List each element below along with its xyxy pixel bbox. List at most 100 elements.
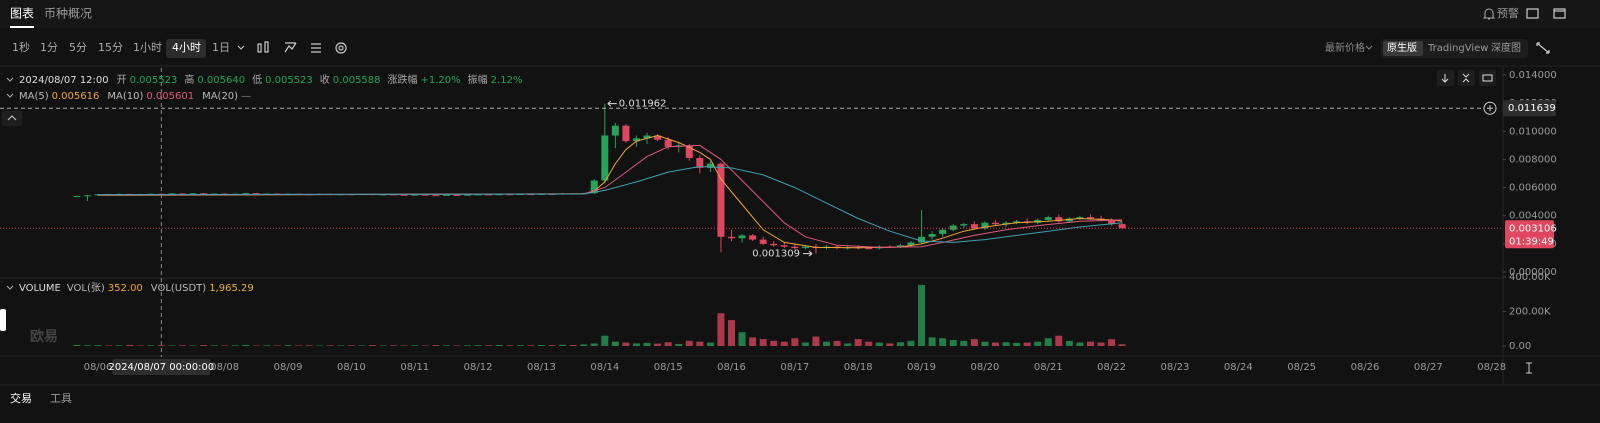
interval[interactable]: 5分 [69,41,87,54]
volume-collapse[interactable] [6,285,14,290]
interval[interactable]: 1秒 [12,40,30,54]
axis-cursor-icon[interactable] [1526,362,1532,374]
info-collapse[interactable] [6,77,14,82]
side-handle[interactable] [0,309,6,331]
fullscreen-icon[interactable] [1536,42,1550,54]
candle-body [749,235,757,240]
alert[interactable]: 预警 [1497,6,1519,20]
view-option[interactable]: TradingView [1427,43,1488,54]
min-label: 0.001309 [752,249,800,260]
chart-buttons [1437,70,1496,86]
x-tick-label: 08/08 [210,362,239,373]
ma-legend-value: — [241,91,251,102]
volume-bar [1118,344,1126,346]
volume-bar [654,343,662,346]
interval-dropdown[interactable] [237,45,245,50]
x-tick-label: 08/12 [464,362,493,373]
interval[interactable]: 1小时 [133,41,162,54]
ma-collapse[interactable] [6,93,14,98]
volume-bar [1044,338,1052,346]
volume-bar [506,345,514,346]
interval[interactable]: 15分 [98,41,123,54]
view-option[interactable]: 深度图 [1491,41,1521,54]
volume-bar [696,341,704,346]
volume-bar [559,344,567,346]
volume-bar [949,339,957,346]
candle-body [918,236,926,243]
candle-body [200,193,208,195]
volume-value: 352.00 [108,283,143,294]
tab-overview[interactable]: 币种概况 [44,7,92,21]
bell-icon[interactable] [1482,8,1496,20]
add-alert-icon[interactable] [1483,101,1497,115]
x-tick-label: 08/27 [1414,362,1443,373]
layout-icon[interactable] [1526,8,1539,19]
volume-bar [844,343,852,346]
candle-body [654,135,662,140]
candle-body [601,135,609,181]
x-tick-label: 08/24 [1224,362,1253,373]
collapse-all-button[interactable] [1458,70,1475,86]
candle-body [717,163,725,237]
drawing-icon[interactable] [311,43,321,53]
candle-body [442,194,450,196]
interval[interactable]: 4小时 [172,41,201,54]
price-type[interactable]: 最新价格 [1325,41,1365,54]
volume-bar [960,340,968,346]
candle-body [728,236,735,239]
candle-body [970,224,978,229]
info-label: 高 [184,73,194,86]
footer-tab-trade[interactable]: 交易 [10,391,32,405]
volume-bar [1065,340,1073,346]
candle-body [168,193,176,195]
x-tick-label: 08/11 [400,362,429,373]
volume-bar [421,345,429,346]
top-bar [0,0,1600,28]
reset-button[interactable] [1479,70,1496,86]
volume-bar [1108,339,1116,346]
volume-bar [1013,342,1021,346]
volume-bar [115,345,123,346]
footer-tab-tools[interactable]: 工具 [50,392,72,405]
interval[interactable]: 1日 [212,41,230,54]
overlay: 0.011962 0.001309 0.003106 01:39:49 0.011639… [0,68,1557,375]
volume-bar [611,341,619,346]
candle-body [770,243,778,246]
window-icon[interactable] [1553,8,1566,19]
y-tick-label: 0.010000 [1509,126,1557,137]
volume-bar [664,342,672,346]
candle-body [178,193,186,195]
collapse-button[interactable] [2,110,22,126]
toolbar-icons [257,41,347,54]
volume-bar [400,345,408,346]
candle-type-icon[interactable] [257,43,262,53]
volume-bar [875,342,883,346]
candle-body [643,135,651,139]
volume-bar [284,345,292,346]
interval[interactable]: 1分 [40,41,58,54]
settings-icon[interactable] [335,42,347,54]
min-arrow [802,250,813,257]
view-option[interactable]: 原生版 [1387,41,1417,54]
candle-body [1108,219,1116,225]
volume-label: VOL(张) [67,282,105,294]
volume-bar [854,339,862,346]
x-tick-label: 08/28 [1477,362,1506,373]
candle-body [590,180,598,194]
volume-bar [73,344,81,346]
indicator-icon[interactable] [284,42,297,53]
info-value: 0.005523 [265,75,313,86]
info-value: 0.005588 [333,75,381,86]
candle-body [738,235,746,239]
ma-line [97,134,1123,249]
price-type-dropdown[interactable] [1365,45,1373,50]
candle-body [252,193,260,195]
candle-body [495,194,503,196]
volume-bar [411,345,419,346]
tab-chart[interactable]: 图表 [10,7,34,21]
candle-body [1086,217,1094,219]
volume-bar [464,345,472,346]
x-tick-label: 08/16 [717,362,746,373]
candle-body [791,246,799,249]
